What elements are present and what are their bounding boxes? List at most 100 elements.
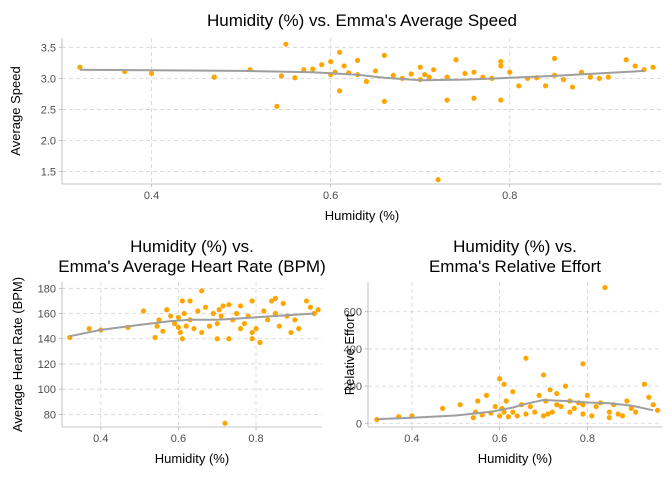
relative-effort-point-45 <box>584 392 591 398</box>
heart-rate-point-14 <box>177 329 183 336</box>
relative-effort-point-28 <box>540 372 547 378</box>
heart-rate-point-11 <box>171 321 178 327</box>
heart-rate-ytick-label-5: 180 <box>38 283 56 295</box>
relative-effort-point-21 <box>514 413 520 419</box>
speed-point-23 <box>381 52 387 58</box>
speed-panel: 0.4 0.6 0.8 1.5 2.0 2.5 3.0 3.5 Humidity (%) vs.… <box>8 11 662 223</box>
relative-effort-point-61 <box>655 407 661 413</box>
relative-effort-ytick-label-3: 600 <box>344 307 362 319</box>
speed-ytick-label-1: 2.0 <box>41 136 56 148</box>
relative-effort-xtick-label-2: 0.8 <box>580 433 595 445</box>
speed-point-38 <box>471 95 477 101</box>
relative-effort-point-35 <box>554 390 560 397</box>
relative-effort-point-58 <box>641 381 648 387</box>
speed-point-32 <box>431 67 437 73</box>
speed-trend-line <box>79 68 645 82</box>
speed-point-6 <box>278 73 285 79</box>
speed-point-20 <box>354 57 361 63</box>
speed-point-46 <box>516 83 522 89</box>
heart-rate-point-22 <box>195 308 201 314</box>
speed-point-25 <box>390 72 396 78</box>
heart-rate-point-35 <box>226 302 232 308</box>
relative-effort-point-40 <box>571 405 577 412</box>
heart-rate-point-4 <box>140 308 147 314</box>
speed-point-49 <box>542 83 549 89</box>
relative-effort-trend-line <box>376 398 654 421</box>
speed-point-5 <box>274 103 280 109</box>
heart-rate-point-6 <box>154 323 160 329</box>
relative-effort-xtick-label-1: 0.6 <box>492 433 507 445</box>
speed-point-39 <box>471 69 477 75</box>
relative-effort-point-49 <box>602 284 608 291</box>
relative-effort-point-59 <box>646 394 652 400</box>
heart-rate-point-16 <box>179 336 185 342</box>
speed-point-13 <box>328 59 334 65</box>
heart-rate-point-17 <box>181 310 187 317</box>
relative-effort-point-5 <box>470 415 476 421</box>
heart-rate-ytick-label-1: 100 <box>38 384 56 396</box>
heart-rate-title-line-1: Emma's Average Heart Rate (BPM) <box>58 257 325 276</box>
heart-rate-trend-line <box>69 312 315 338</box>
heart-rate-point-44 <box>249 336 255 342</box>
speed-point-35 <box>444 74 450 80</box>
relative-effort-point-34 <box>554 402 560 408</box>
relative-effort-point-7 <box>475 398 481 404</box>
speed-point-22 <box>372 68 379 74</box>
relative-effort-point-15 <box>501 381 507 387</box>
speed-point-58 <box>623 57 629 63</box>
relative-effort-point-11 <box>492 403 498 410</box>
speed-point-57 <box>605 74 611 80</box>
speed-point-30 <box>422 72 428 78</box>
speed-xtick-label-0: 0.4 <box>144 190 159 202</box>
relative-effort-point-36 <box>558 403 564 410</box>
speed-point-15 <box>337 49 343 55</box>
speed-point-45 <box>507 69 513 75</box>
relative-effort-point-50 <box>606 409 612 415</box>
heart-rate-ytick-label-0: 80 <box>44 409 56 421</box>
heart-rate-point-1 <box>86 326 92 332</box>
relative-effort-point-4 <box>457 402 463 408</box>
speed-point-33 <box>435 177 441 183</box>
heart-rate-point-46 <box>257 339 263 346</box>
relative-effort-point-19 <box>510 409 516 415</box>
heart-rate-point-15 <box>179 298 185 304</box>
relative-effort-point-56 <box>628 405 634 412</box>
heart-rate-point-59 <box>307 304 313 310</box>
relative-effort-point-13 <box>497 413 503 419</box>
relative-effort-point-31 <box>545 411 551 417</box>
heart-rate-point-33 <box>222 420 228 426</box>
speed-point-24 <box>381 98 387 104</box>
heart-rate-xtick-label-0: 0.4 <box>93 433 108 445</box>
relative-effort-point-32 <box>547 387 553 393</box>
relative-effort-title-line-0: Humidity (%) vs. <box>453 237 577 256</box>
relative-effort-point-43 <box>580 411 586 417</box>
speed-ytick-label-0: 1.5 <box>41 167 56 179</box>
speed-point-7 <box>283 41 289 47</box>
heart-rate-point-13 <box>175 314 182 320</box>
heart-rate-point-57 <box>296 326 302 332</box>
speed-point-50 <box>551 55 558 62</box>
heart-rate-point-39 <box>237 303 244 309</box>
speed-point-34 <box>444 97 450 103</box>
relative-effort-point-18 <box>505 414 512 420</box>
heart-rate-point-45 <box>253 326 259 332</box>
speed-point-9 <box>301 67 307 73</box>
heart-rate-point-53 <box>280 300 286 307</box>
heart-rate-point-40 <box>241 321 247 327</box>
relative-effort-ytick-label-1: 200 <box>344 381 362 393</box>
speed-y-axis-label: Average Speed <box>8 66 23 155</box>
speed-ytick-label-4: 3.5 <box>41 42 56 54</box>
speed-point-21 <box>363 78 370 85</box>
speed-point-52 <box>560 77 567 83</box>
speed-title-line-0: Humidity (%) vs. Emma's Average Speed <box>207 11 517 30</box>
relative-effort-point-46 <box>589 413 595 419</box>
speed-xtick-label-2: 0.8 <box>502 190 517 202</box>
speed-point-42 <box>498 59 504 65</box>
heart-rate-point-56 <box>292 317 298 323</box>
heart-rate-point-21 <box>191 326 197 332</box>
heart-rate-point-10 <box>168 313 174 319</box>
heart-rate-point-12 <box>175 324 182 330</box>
relative-effort-point-44 <box>580 402 586 408</box>
speed-point-2 <box>148 70 155 77</box>
